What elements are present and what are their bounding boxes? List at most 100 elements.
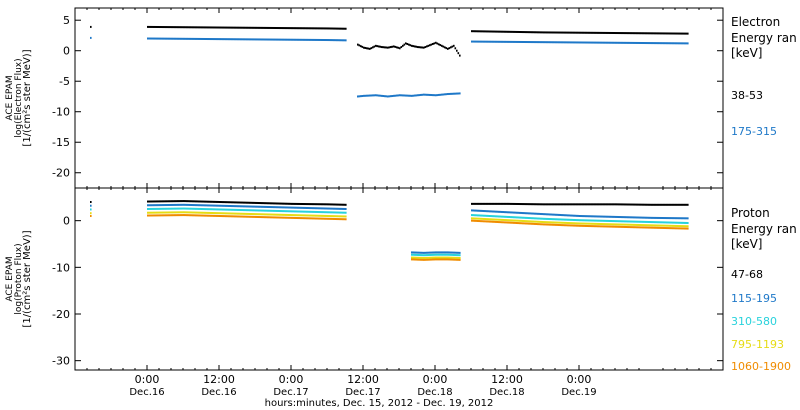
data-point [187, 211, 190, 214]
data-point [204, 214, 206, 217]
data-point [438, 93, 440, 96]
data-point [336, 27, 338, 30]
legend-entry-47-68: 47-68 [731, 268, 763, 281]
data-point [556, 203, 559, 206]
data-point [295, 214, 298, 217]
data-point [198, 207, 200, 210]
data-point [588, 215, 590, 218]
data-point [324, 214, 326, 217]
data-point [226, 204, 229, 207]
data-point [207, 200, 209, 203]
data-point [304, 27, 307, 30]
data-point [417, 258, 419, 261]
data-point [487, 202, 490, 205]
data-point [367, 47, 370, 50]
data-point [621, 203, 623, 206]
data-point [529, 31, 532, 34]
data-point [577, 214, 580, 217]
data-point [480, 220, 482, 223]
data-point [571, 222, 574, 225]
data-point [667, 221, 670, 224]
data-point [414, 253, 416, 256]
data-point [190, 200, 193, 203]
data-point [166, 37, 169, 40]
data-point [309, 210, 311, 213]
data-point [454, 251, 457, 254]
data-point [523, 222, 526, 225]
data-point [202, 200, 205, 203]
data-point [547, 213, 550, 216]
data-point [426, 93, 428, 96]
data-point [621, 220, 623, 223]
data-point [447, 253, 449, 256]
data-point [151, 37, 154, 40]
data-point [675, 221, 677, 224]
data-point [513, 219, 515, 222]
data-point [567, 224, 569, 227]
data-point [609, 41, 611, 44]
data-point [232, 212, 235, 215]
data-point [493, 30, 496, 33]
data-point [153, 204, 155, 207]
data-point [243, 215, 245, 218]
data-point [622, 225, 625, 228]
data-point [571, 224, 574, 227]
proton-series-795-1193 [90, 211, 689, 259]
data-point [277, 202, 280, 205]
data-point [90, 25, 92, 28]
data-point [519, 211, 521, 214]
data-point [504, 40, 506, 43]
data-point [436, 42, 439, 45]
data-point [186, 211, 188, 214]
data-point [631, 216, 634, 219]
data-point [325, 211, 328, 214]
data-point [235, 205, 238, 208]
data-point [268, 206, 271, 209]
data-point [231, 215, 233, 218]
data-point [225, 26, 227, 29]
data-point [307, 210, 310, 213]
data-point [579, 215, 581, 217]
data-point [310, 207, 313, 210]
data-point [451, 253, 454, 256]
data-point [364, 46, 367, 49]
data-point [336, 215, 338, 218]
data-point [432, 94, 434, 97]
data-point [540, 41, 542, 44]
data-point [565, 41, 568, 44]
data-point [685, 217, 688, 220]
data-point [390, 46, 392, 49]
data-point [525, 41, 527, 44]
data-point [558, 203, 560, 206]
data-point [667, 42, 670, 45]
data-point [147, 214, 149, 217]
data-point [565, 203, 568, 206]
data-point [208, 211, 211, 214]
data-point [669, 221, 671, 224]
data-point [625, 216, 628, 219]
data-point [486, 210, 488, 213]
data-point [628, 32, 631, 35]
data-point [258, 38, 260, 41]
data-point [172, 207, 175, 210]
data-point [502, 221, 505, 224]
data-point [174, 203, 176, 206]
data-point [435, 94, 437, 97]
data-point [261, 26, 263, 29]
data-point [208, 204, 211, 207]
data-point [300, 206, 302, 209]
data-point [607, 41, 610, 44]
data-point [649, 226, 652, 229]
data-point [210, 204, 212, 207]
data-point [624, 225, 626, 228]
data-point [628, 216, 631, 219]
data-point [330, 217, 332, 220]
data-point [678, 227, 680, 230]
data-point [655, 32, 658, 35]
data-point [610, 223, 613, 226]
data-point [528, 222, 530, 225]
data-point [481, 209, 484, 212]
data-point [301, 206, 304, 209]
data-point [670, 32, 673, 35]
data-point [339, 203, 341, 206]
